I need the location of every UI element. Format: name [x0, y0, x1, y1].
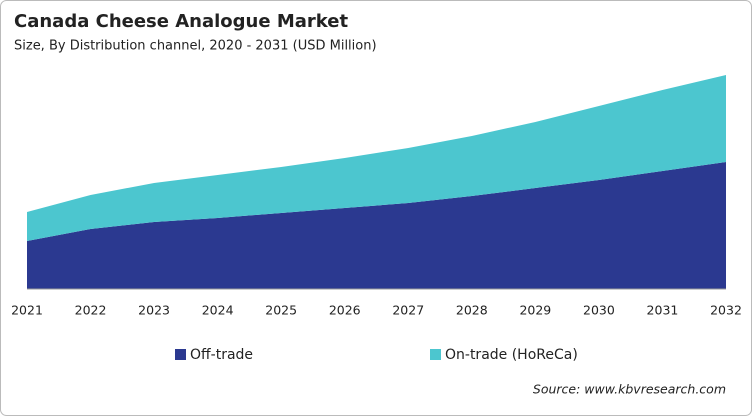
chart-title: Canada Cheese Analogue Market	[14, 11, 348, 32]
legend-label: Off-trade	[190, 347, 253, 363]
x-tick-label: 2031	[647, 303, 679, 318]
legend-swatch	[430, 349, 441, 360]
x-tick-label: 2029	[519, 303, 551, 318]
x-tick-label: 2023	[138, 303, 170, 318]
chart-subtitle: Size, By Distribution channel, 2020 - 20…	[14, 39, 377, 54]
legend-swatch	[175, 349, 186, 360]
x-tick-label: 2032	[710, 303, 742, 318]
x-tick-label: 2030	[583, 303, 615, 318]
x-tick-label: 2022	[75, 303, 107, 318]
area	[27, 75, 726, 241]
x-tick-label: 2024	[202, 303, 234, 318]
x-tick-label: 2026	[329, 303, 361, 318]
source: Source: www.kbvresearch.com	[533, 382, 726, 397]
x-tick-label: 2027	[392, 303, 424, 318]
x-tick-label: 2021	[11, 303, 43, 318]
x-tick-label: 2028	[456, 303, 488, 318]
legend-label: On-trade (HoReCa)	[445, 347, 578, 363]
area	[27, 162, 726, 289]
x-tick-label: 2025	[265, 303, 297, 318]
